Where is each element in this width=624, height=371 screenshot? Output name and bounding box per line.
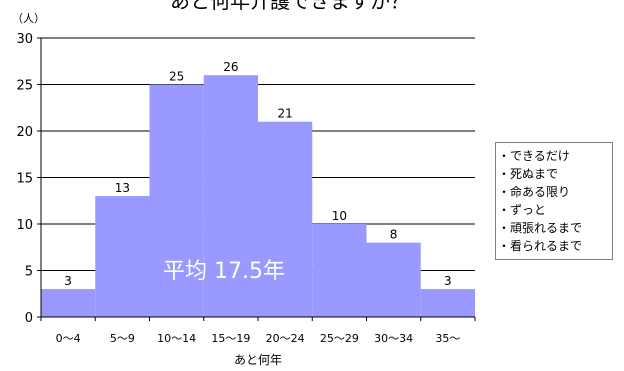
y-tick-label: 20 — [16, 125, 33, 140]
data-label: 26 — [223, 60, 238, 74]
legend-item: ・ずっと — [498, 203, 547, 217]
data-label: 8 — [390, 228, 398, 242]
legend-item: ・看られるまで — [498, 239, 583, 253]
x-tick-label: 10～14 — [157, 332, 196, 345]
legend-item: ・頑張れるまで — [498, 221, 583, 235]
bar — [312, 224, 367, 317]
y-tick-label: 10 — [16, 218, 33, 233]
x-tick-label: 15～19 — [211, 332, 250, 345]
x-tick-label: 0～4 — [56, 332, 81, 345]
bar — [41, 289, 96, 317]
x-axis: 0～4 5～9 10～14 15～19 20～24 25～29 30～34 35～ — [40, 316, 476, 345]
legend-item: ・命ある限り — [498, 185, 571, 199]
x-tick-label: 30～34 — [374, 332, 413, 345]
bars — [41, 75, 475, 317]
data-label: 3 — [64, 274, 72, 288]
x-axis-label: あと何年 — [234, 353, 282, 367]
data-label: 10 — [332, 209, 347, 223]
x-tick-label: 20～24 — [266, 332, 305, 345]
bar — [203, 75, 258, 317]
legend: ・できるだけ ・死ぬまで・命ある限り ・ずっと・頑張れるまで ・看られるまで — [495, 142, 613, 260]
data-label: 25 — [169, 70, 184, 84]
bar — [258, 121, 313, 317]
data-label: 13 — [115, 181, 130, 195]
legend-item: ・できるだけ — [498, 149, 570, 163]
legend-item: ・死ぬまで — [498, 167, 559, 181]
x-tick-label: 5～9 — [110, 332, 135, 345]
data-label: 21 — [277, 107, 292, 121]
chart-title: あと何年介護できますか？ — [170, 0, 410, 13]
x-tick-label: 35～ — [435, 332, 460, 345]
x-tick-label: 25～29 — [320, 332, 359, 345]
y-tick-label: 15 — [16, 172, 33, 187]
bar — [420, 289, 475, 317]
bar — [149, 84, 204, 317]
y-axis: 0 5 10 15 20 25 30 — [16, 32, 42, 326]
y-axis-unit: （人） — [12, 12, 45, 25]
value-labels: 3 13 25 26 21 10 8 3 — [64, 60, 451, 288]
bar — [95, 196, 150, 317]
y-tick-label: 25 — [16, 79, 33, 94]
bar — [366, 242, 421, 317]
y-tick-label: 5 — [25, 265, 33, 280]
y-tick-label: 0 — [25, 311, 33, 326]
average-annotation: 平均 17.5年 — [163, 259, 285, 284]
data-label: 3 — [444, 274, 452, 288]
y-tick-label: 30 — [16, 32, 33, 47]
